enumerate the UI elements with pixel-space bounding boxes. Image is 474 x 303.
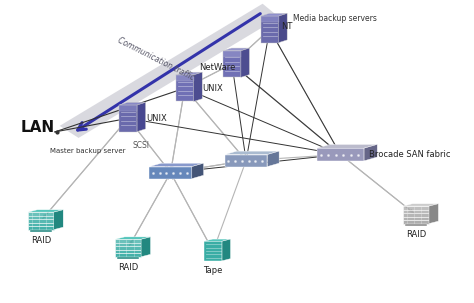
Polygon shape — [267, 151, 279, 167]
Polygon shape — [403, 210, 429, 213]
Text: NetWare: NetWare — [199, 62, 235, 72]
Polygon shape — [115, 239, 141, 243]
Polygon shape — [28, 212, 54, 216]
Polygon shape — [115, 243, 141, 246]
Polygon shape — [117, 257, 139, 259]
Text: Brocade SAN fabric: Brocade SAN fabric — [369, 150, 450, 159]
Polygon shape — [241, 48, 249, 77]
Polygon shape — [403, 220, 429, 224]
Polygon shape — [261, 13, 287, 16]
Polygon shape — [194, 72, 202, 102]
Polygon shape — [223, 51, 241, 77]
Polygon shape — [176, 75, 194, 81]
Text: SCSI: SCSI — [133, 141, 150, 150]
Polygon shape — [54, 210, 63, 230]
Text: Media backup servers: Media backup servers — [293, 14, 377, 23]
Polygon shape — [30, 230, 52, 232]
Polygon shape — [403, 213, 429, 217]
Polygon shape — [149, 163, 204, 167]
Polygon shape — [403, 204, 438, 206]
Text: Tape: Tape — [203, 266, 223, 275]
Polygon shape — [222, 239, 230, 261]
Text: Master backup server: Master backup server — [50, 148, 126, 155]
Polygon shape — [403, 217, 429, 220]
Polygon shape — [119, 102, 146, 105]
Polygon shape — [115, 237, 151, 239]
Polygon shape — [149, 167, 192, 179]
Text: UNIX: UNIX — [203, 84, 223, 93]
Polygon shape — [28, 219, 54, 223]
Polygon shape — [28, 216, 54, 219]
Text: RAID: RAID — [406, 230, 426, 239]
Polygon shape — [429, 204, 438, 224]
Polygon shape — [28, 226, 54, 230]
Polygon shape — [225, 155, 267, 167]
Polygon shape — [176, 72, 202, 75]
Polygon shape — [204, 239, 230, 241]
Polygon shape — [28, 210, 63, 212]
Polygon shape — [317, 148, 364, 161]
Polygon shape — [261, 16, 279, 43]
Polygon shape — [317, 145, 377, 148]
Text: LAN: LAN — [21, 120, 55, 135]
Polygon shape — [279, 13, 287, 43]
Text: NT: NT — [282, 22, 293, 31]
Polygon shape — [403, 206, 429, 210]
Polygon shape — [141, 237, 151, 257]
Text: RAID: RAID — [31, 236, 51, 245]
Polygon shape — [364, 145, 377, 161]
Polygon shape — [223, 51, 241, 57]
Polygon shape — [192, 163, 204, 179]
Polygon shape — [60, 4, 279, 138]
Polygon shape — [405, 224, 427, 226]
Polygon shape — [261, 16, 279, 22]
Polygon shape — [225, 151, 279, 155]
Polygon shape — [119, 105, 137, 111]
Polygon shape — [223, 48, 249, 51]
Polygon shape — [119, 105, 137, 132]
Polygon shape — [115, 246, 141, 250]
Text: Communication traffic: Communication traffic — [117, 36, 196, 83]
Polygon shape — [115, 253, 141, 257]
Text: RAID: RAID — [118, 263, 138, 272]
Polygon shape — [137, 102, 146, 132]
Polygon shape — [115, 250, 141, 253]
Polygon shape — [28, 223, 54, 226]
Text: UNIX: UNIX — [146, 114, 167, 123]
Polygon shape — [176, 75, 194, 102]
Polygon shape — [204, 241, 222, 261]
